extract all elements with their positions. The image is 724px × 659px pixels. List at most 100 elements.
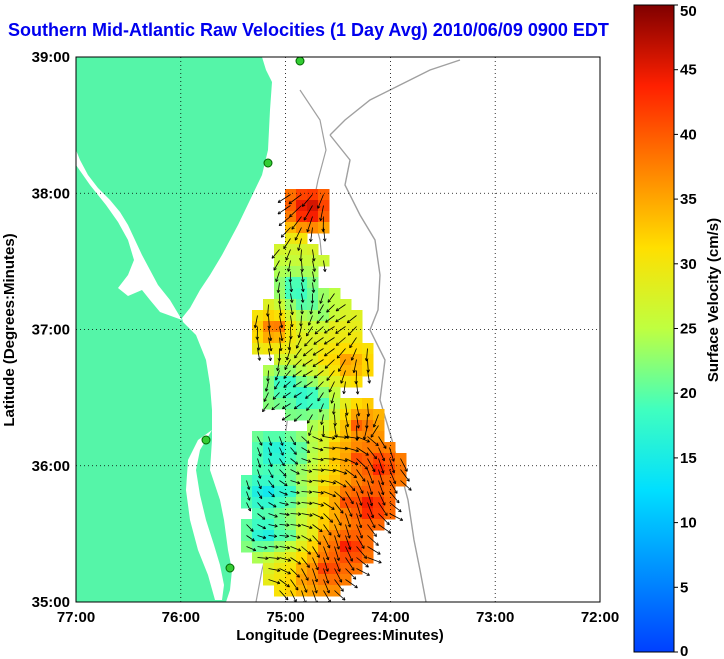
velocity-arrow (246, 480, 250, 490)
velocity-arrow (321, 414, 324, 425)
velocity-arrowhead (343, 597, 346, 601)
velocity-arrowhead (331, 519, 334, 523)
velocity-arrowhead (308, 459, 312, 463)
velocity-arrow (257, 458, 261, 468)
velocity-arrowhead (265, 556, 269, 559)
velocity-arrowhead (262, 410, 266, 413)
velocity-arrow (257, 502, 264, 510)
velocity-arrowhead (316, 555, 320, 558)
velocity-arrowhead (366, 564, 369, 568)
velocity-arrowhead (295, 588, 299, 591)
velocity-arrow (293, 414, 302, 422)
velocity-arrow (301, 271, 304, 283)
velocity-arrow (323, 260, 326, 272)
velocity-arrow (279, 579, 290, 588)
velocity-arrow (366, 348, 368, 362)
velocity-arrowhead (274, 504, 277, 508)
velocity-arrow (301, 260, 303, 272)
velocity-arrow (367, 557, 382, 564)
velocity-arrowhead (391, 470, 395, 474)
velocity-arrowhead (344, 448, 348, 451)
velocity-arrow (304, 337, 313, 347)
velocity-arrowhead (381, 470, 384, 474)
velocity-arrowhead (271, 256, 275, 259)
velocity-arrow (301, 590, 306, 602)
colorbar-tick-label: 30 (680, 256, 697, 273)
velocity-arrowhead (355, 438, 359, 440)
velocity-arrow (324, 348, 335, 357)
velocity-arrowhead (369, 380, 371, 384)
velocity-arrow (345, 436, 359, 439)
velocity-arrowhead (349, 559, 353, 562)
velocity-arrowhead (312, 300, 315, 304)
velocity-arrowhead (347, 535, 351, 539)
velocity-arrow (279, 557, 291, 562)
velocity-arrow (323, 447, 336, 449)
velocity-arrow (290, 557, 301, 565)
velocity-arrowhead (276, 289, 279, 293)
velocity-arrowhead (327, 580, 330, 584)
velocity-arrowhead (309, 515, 313, 517)
velocity-arrow (319, 403, 324, 413)
velocity-arrowhead (342, 390, 345, 394)
velocity-arrowhead (272, 396, 275, 400)
velocity-arrow (356, 447, 369, 456)
velocity-arrow (400, 480, 412, 491)
velocity-arrow (334, 524, 341, 538)
velocity-arrowhead (246, 487, 250, 490)
velocity-arrowhead (324, 330, 327, 334)
velocity-arrowhead (275, 514, 278, 518)
plot-frame (75, 56, 601, 603)
velocity-arrow (257, 469, 261, 479)
velocity-arrowhead (296, 483, 300, 485)
velocity-arrowhead (391, 458, 395, 462)
velocity-arrowhead (286, 524, 290, 527)
velocity-arrow (367, 491, 373, 507)
velocity-arrow (306, 326, 313, 337)
velocity-arrowhead (305, 578, 309, 581)
velocity-arrowhead (338, 369, 342, 372)
velocity-arrowhead (293, 418, 296, 422)
velocity-arrowhead (290, 324, 293, 328)
velocity-arrowhead (297, 535, 301, 539)
velocity-arrow (246, 535, 255, 542)
y-tick-label: 35:00 (32, 594, 70, 611)
velocity-arrow (345, 568, 357, 580)
velocity-arrow (257, 546, 268, 549)
velocity-arrowhead (277, 570, 281, 572)
velocity-arrow (324, 337, 335, 345)
velocity-arrow (367, 436, 379, 447)
velocity-arrowhead (268, 348, 272, 352)
velocity-arrowhead (333, 411, 336, 415)
velocity-arrow (282, 403, 291, 410)
velocity-arrowhead (280, 312, 283, 316)
velocity-arrowhead (281, 337, 284, 341)
velocity-arrowhead (321, 503, 324, 506)
velocity-arrowhead (364, 468, 368, 470)
velocity-arrowhead (247, 497, 250, 501)
velocity-arrow (319, 293, 324, 304)
velocity-arrowhead (297, 537, 301, 539)
velocity-arrow (294, 348, 302, 359)
velocity-arrowhead (317, 206, 321, 209)
velocity-arrow (277, 194, 291, 203)
velocity-arrow (301, 513, 313, 516)
velocity-arrow (312, 480, 324, 482)
velocity-arrow (296, 337, 302, 349)
velocity-arrowhead (340, 589, 344, 592)
velocity-arrow (338, 359, 346, 372)
velocity-arrow (268, 491, 275, 498)
velocity-arrowhead (268, 453, 272, 457)
velocity-arrowhead (408, 489, 412, 491)
velocity-arrowhead (287, 346, 290, 350)
velocity-cell (307, 376, 319, 388)
velocity-arrowhead (314, 332, 319, 335)
velocity-arrowhead (353, 487, 356, 491)
velocity-arrowhead (263, 516, 266, 520)
velocity-cell (296, 398, 308, 410)
velocity-arrow (345, 469, 357, 479)
bathymetry-contour (329, 59, 461, 602)
velocity-arrowhead (320, 505, 324, 507)
velocity-arrowhead (343, 391, 346, 395)
velocity-arrow (334, 502, 344, 514)
